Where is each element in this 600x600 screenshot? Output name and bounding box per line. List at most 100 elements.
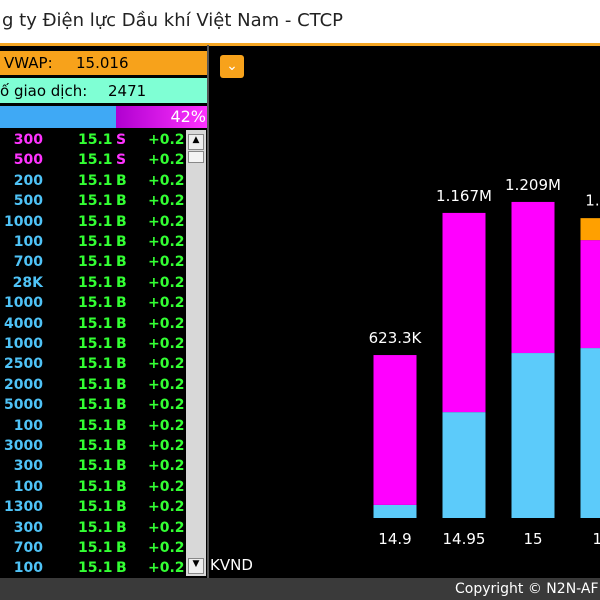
change: +0.2	[148, 213, 185, 230]
scroll-up[interactable]: ▲	[188, 134, 204, 150]
x-tick-label: 14.95	[443, 530, 486, 548]
volume: 300	[13, 132, 43, 148]
volume: 700	[13, 540, 43, 556]
change: +0.2	[148, 397, 185, 414]
price: 15.1	[78, 254, 113, 271]
price: 15.1	[78, 132, 113, 148]
sell-ratio-bar	[116, 106, 208, 128]
bar-segment	[580, 218, 600, 241]
change: +0.2	[148, 295, 185, 312]
change: +0.2	[148, 540, 185, 556]
change: +0.2	[148, 132, 185, 148]
volume: 500	[13, 152, 43, 169]
side: S	[116, 152, 127, 169]
bar-segment	[373, 355, 417, 505]
trade-row: 3000 15.1 B +0.2	[0, 438, 186, 458]
price: 15.1	[78, 540, 113, 556]
volume: 700	[13, 254, 43, 271]
change: +0.2	[148, 152, 185, 169]
change: +0.2	[148, 499, 185, 516]
change: +0.2	[148, 478, 185, 495]
bar-segment	[580, 240, 600, 349]
total-label: 1.167M	[436, 187, 492, 205]
volume: 1300	[4, 499, 43, 516]
scroll-down[interactable]: ▼	[188, 558, 204, 574]
bar-segment	[580, 348, 600, 518]
side: B	[116, 499, 127, 516]
trade-row: 1000 15.1 B +0.2	[0, 336, 186, 356]
price: 15.1	[78, 397, 113, 414]
title-bar	[0, 0, 600, 46]
side: B	[116, 356, 127, 373]
bar-segment	[442, 412, 486, 518]
price: 15.1	[78, 336, 113, 352]
price: 15.1	[78, 499, 113, 516]
x-tick-label: 15	[523, 530, 542, 548]
side: B	[116, 540, 127, 556]
total-label: 623.3K	[369, 329, 423, 347]
scroll-thumb[interactable]	[188, 151, 204, 163]
change: +0.2	[148, 519, 185, 536]
trade-row: 1300 15.1 B +0.2	[0, 499, 186, 519]
trades-value: 2471	[108, 82, 147, 100]
side: B	[116, 295, 127, 312]
volume: 100	[13, 478, 43, 495]
trade-row: 500 15.1 S +0.2	[0, 152, 186, 172]
trade-row: 300 15.1 S +0.2	[0, 132, 186, 152]
change: +0.2	[148, 458, 185, 475]
price: 15.1	[78, 417, 113, 434]
price: 15.1	[78, 438, 113, 454]
volume: 5000	[4, 397, 43, 414]
trade-row: 500 15.1 B +0.2	[0, 193, 186, 213]
volume: 200	[13, 172, 43, 189]
trade-row: 300 15.1 B +0.2	[0, 458, 186, 478]
price: 15.1	[78, 560, 113, 576]
trade-row: 1000 15.1 B +0.2	[0, 214, 186, 234]
price: 15.1	[78, 519, 113, 536]
change: +0.2	[148, 274, 185, 291]
trade-row: 100 15.1 B +0.2	[0, 234, 186, 254]
vwap-value: 15.016	[76, 54, 129, 72]
volume: 100	[13, 560, 43, 576]
side: B	[116, 560, 127, 576]
side: B	[116, 193, 127, 210]
side: B	[116, 336, 127, 352]
side: B	[116, 376, 127, 393]
side: B	[116, 315, 127, 332]
price: 15.1	[78, 458, 113, 475]
side: B	[116, 458, 127, 475]
change: +0.2	[148, 438, 185, 454]
vwap-row	[0, 51, 208, 75]
trades-row	[0, 78, 208, 103]
trade-row: 100 15.1 B +0.2	[0, 418, 186, 438]
price: 15.1	[78, 234, 113, 250]
total-label: 1.15	[585, 191, 600, 209]
side: B	[116, 274, 127, 291]
footer-bar	[0, 578, 600, 600]
change: +0.2	[148, 376, 185, 393]
change: +0.2	[148, 356, 185, 373]
trade-row: 300 15.1 B +0.2	[0, 520, 186, 540]
total-label: 1.209M	[505, 176, 561, 194]
change: +0.2	[148, 254, 185, 271]
price: 15.1	[78, 193, 113, 210]
volume: 500	[13, 193, 43, 210]
volume: 2500	[4, 356, 43, 373]
trade-row: 100 15.1 B +0.2	[0, 479, 186, 499]
scrollbar[interactable]	[186, 130, 206, 576]
volume: 300	[13, 519, 43, 536]
price: 15.1	[78, 274, 113, 291]
trades-label: ố giao dịch:	[0, 82, 88, 100]
dropdown-button[interactable]: ⌄	[220, 55, 244, 78]
trade-row: 2000 15.1 B +0.2	[0, 377, 186, 397]
price: 15.1	[78, 213, 113, 230]
change: +0.2	[148, 417, 185, 434]
bar-segment	[442, 212, 486, 413]
volume: 1000	[4, 336, 43, 352]
volume: 28K	[12, 274, 43, 291]
bar-segment	[373, 504, 417, 518]
chart: 623.3K 14.9 1.167M 14.95 1.209M 15 1.15 15	[369, 176, 600, 548]
side: B	[116, 438, 127, 454]
ratio-label: 42%	[170, 107, 206, 126]
